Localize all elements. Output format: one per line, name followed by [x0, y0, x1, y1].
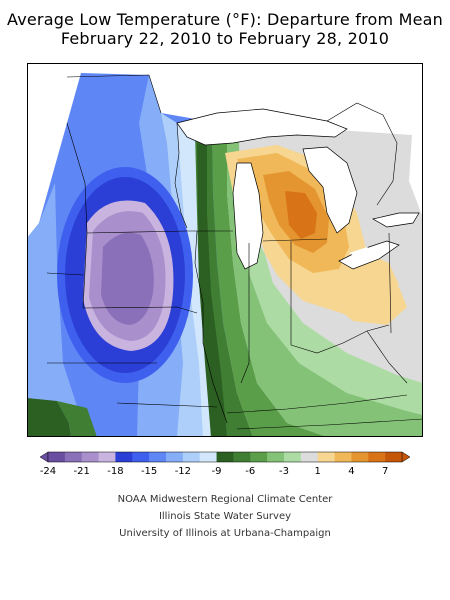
credit-isws: Illinois State Water Survey	[158, 511, 292, 522]
legend-arrow-low	[39, 451, 49, 463]
legend-tick-label: -3	[279, 466, 289, 477]
state-boundaries	[46, 74, 424, 430]
legend-swatch	[115, 452, 133, 462]
mn-ia-boundary	[86, 230, 188, 234]
legend-swatch	[351, 452, 369, 462]
legend-tick-label: -21	[74, 466, 90, 477]
il-west-boundary	[194, 230, 228, 424]
legend-swatch	[182, 452, 201, 462]
ky-south-boundary	[226, 394, 408, 414]
legend-swatch	[149, 452, 167, 462]
map-frame	[27, 63, 423, 437]
legend-swatch	[48, 452, 66, 462]
canada-border	[66, 74, 162, 114]
legend-frame	[47, 451, 403, 463]
band-east-gray	[239, 173, 423, 383]
legend-swatch	[300, 452, 319, 462]
legend-tick-labels: -24 -21 -18 -15 -12 -9 -6 -3 1 4 7	[40, 466, 388, 477]
legend-swatch	[368, 452, 386, 462]
band-west-lightblue	[27, 183, 87, 437]
legend-tick-label: -15	[141, 466, 157, 477]
band-sw-green-2	[57, 401, 97, 437]
legend-tick-label: 1	[315, 466, 321, 477]
mi-oh-boundary	[262, 238, 328, 242]
ne-ia-boundary	[46, 272, 84, 276]
canada-ontario-shore	[326, 102, 398, 206]
legend-swatch	[233, 452, 251, 462]
legend-arrow-high	[401, 451, 411, 463]
oh-south-boundary	[290, 324, 390, 354]
cold-core-purple	[101, 232, 154, 325]
warm-southeast-bulge	[331, 287, 407, 325]
dakota-mn-boundary	[66, 122, 88, 309]
mn-wi-boundary	[174, 122, 188, 229]
lakes	[176, 108, 420, 270]
legend-swatch	[199, 452, 217, 462]
legend-swatch	[385, 452, 403, 462]
legend-swatch	[267, 452, 285, 462]
legend-color-boxes	[39, 451, 411, 463]
legend-tick-label: 4	[348, 466, 354, 477]
legend-swatch	[166, 452, 184, 462]
band-green-mid	[212, 133, 327, 437]
legend-swatch	[81, 452, 99, 462]
lake-michigan	[232, 162, 264, 270]
band-green-darkest	[197, 143, 227, 437]
legend-tick-label: -24	[40, 466, 56, 477]
legend-tick-label: -6	[245, 466, 255, 477]
il-in-boundary	[240, 243, 250, 384]
warm-core	[285, 191, 317, 239]
mo-arkansas-boundary	[116, 402, 218, 408]
legend-swatch	[250, 452, 268, 462]
lake-ontario	[372, 212, 420, 228]
map-date-range: February 22, 2010 to February 28, 2010	[60, 29, 390, 48]
legend-swatch	[334, 452, 352, 462]
pa-boundary	[388, 232, 392, 334]
credit-uiuc: University of Illinois at Urbana-Champai…	[119, 528, 331, 539]
legend-swatch	[64, 452, 83, 462]
legend-tick-label: -18	[107, 466, 123, 477]
legend-swatch	[216, 452, 234, 462]
ia-mo-boundary	[82, 306, 198, 314]
lake-erie-shore	[349, 247, 379, 261]
credit-mrcc: NOAA Midwestern Regional Climate Center	[117, 494, 333, 505]
legend-tick-label: -9	[212, 466, 222, 477]
legend-swatch	[132, 452, 150, 462]
temperature-departure-map	[27, 63, 424, 437]
band-sw-green	[27, 398, 71, 437]
tennessee-boundary	[236, 418, 424, 430]
legend-swatch	[317, 452, 335, 462]
legend-tick-label: -12	[175, 466, 191, 477]
legend-swatch	[284, 452, 302, 462]
band-green-palest	[239, 163, 423, 415]
legend-swatch	[98, 452, 116, 462]
lake-superior	[176, 108, 348, 146]
color-legend: -24 -21 -18 -15 -12 -9 -6 -3 1 4 7	[38, 450, 412, 480]
band-green-light	[227, 135, 423, 437]
legend-tick-label: 7	[382, 466, 388, 477]
lake-huron	[302, 146, 358, 234]
wv-boundary	[366, 330, 408, 384]
map-title: Average Low Temperature (°F): Departure …	[7, 10, 443, 29]
